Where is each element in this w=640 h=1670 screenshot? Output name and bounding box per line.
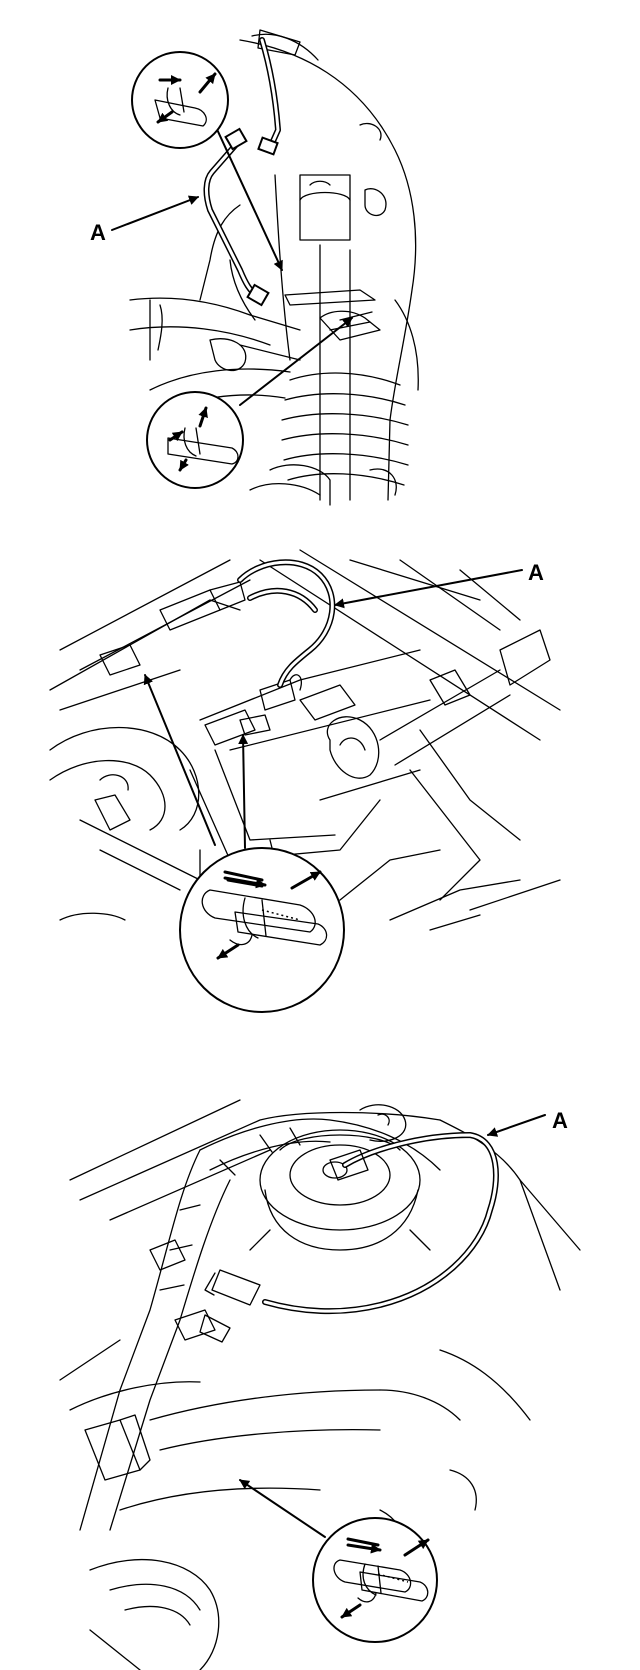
detail-clip-release-bottom <box>146 391 244 489</box>
coil-spring <box>281 372 409 496</box>
callout-a-1: A <box>90 195 199 245</box>
callout-label-a: A <box>552 1108 568 1133</box>
sensor-wire-a <box>203 37 281 307</box>
sensor-wire-a <box>262 1132 499 1315</box>
sensor-connectors <box>149 1239 261 1343</box>
tire-outline <box>149 368 331 506</box>
leader-arrows <box>214 124 353 406</box>
callout-a-3: A <box>487 1108 568 1137</box>
rear-sensor-drawing: A <box>59 1099 581 1670</box>
harness-clamp <box>84 1414 151 1481</box>
figure-rear-sensor-wire: A <box>0 1090 640 1670</box>
detail-clip-release <box>179 847 345 1013</box>
drive-shaft <box>326 629 551 779</box>
sensor-connectors <box>99 581 356 746</box>
detail-clip-release-top <box>131 51 229 149</box>
figure-mid-sensor-wire: A <box>0 520 640 1090</box>
callout-label-a: A <box>90 220 106 245</box>
detail-clip-release <box>312 1517 438 1643</box>
front-sensor-drawing: A <box>90 29 419 506</box>
callout-a-2: A <box>334 560 544 609</box>
callout-label-a: A <box>528 560 544 585</box>
mid-sensor-drawing: A <box>49 549 561 1013</box>
sensor-wire-a <box>237 559 336 688</box>
wire-harness <box>79 1118 441 1531</box>
lower-arm <box>129 204 301 372</box>
leader-arrow <box>239 1479 326 1538</box>
figure-front-sensor-wire: A <box>0 0 640 520</box>
strut-mount <box>249 1104 431 1251</box>
strut-tower-outline <box>239 29 419 501</box>
brake-hose <box>49 726 200 831</box>
leader-arrows <box>143 674 249 849</box>
